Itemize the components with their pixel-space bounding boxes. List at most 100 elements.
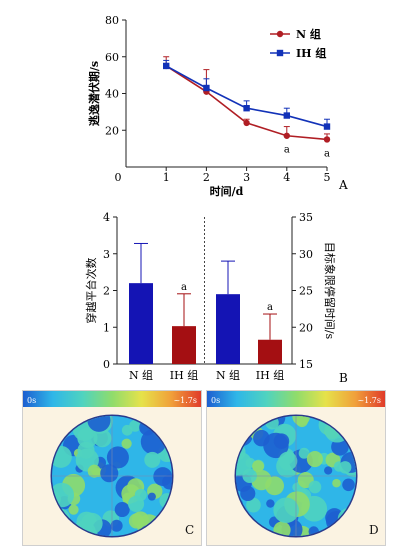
legend-label: N 组	[296, 27, 321, 41]
heat-blob	[340, 416, 356, 428]
heat-blob	[68, 504, 79, 515]
data-point	[323, 136, 331, 143]
right-tick-label: 25	[299, 285, 313, 298]
heat-blob	[110, 519, 123, 532]
bar	[216, 294, 240, 364]
heat-blob	[52, 430, 62, 441]
heat-blob	[308, 480, 322, 494]
heat-blob	[77, 441, 95, 459]
heat-blob	[52, 521, 65, 536]
heat-blob	[100, 464, 119, 483]
heat-blob	[306, 450, 323, 468]
chart-b-axes: 0 1 2 3 4 15 20 25 30 35 穿越平台次数 目标象限停留时间/s	[84, 211, 337, 371]
heat-blob	[273, 497, 299, 524]
x-tick-label: 5	[324, 171, 331, 184]
scale-end-label: ~1.7s	[173, 396, 197, 405]
heat-blob	[273, 433, 290, 449]
heat-blob	[128, 513, 145, 529]
heat-blob	[292, 416, 311, 426]
left-tick-label: 4	[103, 211, 110, 224]
panel-label-b: B	[339, 371, 348, 385]
left-tick-label: 0	[103, 358, 110, 371]
heat-blob	[338, 461, 352, 474]
heat-blob	[147, 492, 156, 501]
data-point	[283, 112, 290, 119]
heatmap-color-scale	[207, 391, 385, 407]
heat-blob	[266, 499, 275, 508]
chart-a-legend: N 组 IH 组 A	[270, 27, 348, 192]
x-axis-title: 时间/d	[210, 184, 244, 198]
panel-label-c: C	[185, 523, 195, 537]
heat-blob	[332, 528, 341, 536]
pool-heatmap	[236, 416, 356, 536]
significance-mark: a	[284, 145, 290, 156]
heat-blob	[252, 460, 265, 473]
heat-blob	[333, 416, 349, 431]
heat-blob	[336, 524, 356, 536]
heat-blob	[324, 417, 350, 443]
heat-blob	[240, 485, 256, 502]
data-point	[163, 62, 170, 70]
bar	[172, 326, 196, 364]
heat-blob	[139, 419, 156, 436]
heat-blob	[121, 438, 132, 449]
x-tick-label: IH 组	[170, 368, 198, 382]
panel-label-a: A	[338, 178, 348, 192]
heat-blob	[342, 478, 355, 492]
heat-blob	[114, 502, 130, 518]
data-point	[323, 123, 331, 130]
heat-blob	[246, 497, 261, 513]
significance-mark: a	[267, 302, 273, 313]
left-tick-label: 2	[103, 285, 110, 298]
x-tick-label: 3	[243, 171, 250, 184]
heat-blob	[121, 424, 133, 436]
x-tick-label: N 组	[129, 368, 153, 382]
heat-blob	[52, 420, 64, 434]
data-point	[243, 119, 250, 127]
pool-heatmap	[52, 416, 172, 536]
right-tick-label: 20	[299, 321, 313, 334]
heat-blob	[278, 451, 298, 471]
heat-blob	[52, 445, 72, 468]
right-tick-label: 30	[299, 248, 313, 261]
data-point	[283, 132, 290, 139]
series-line-2	[165, 65, 328, 128]
right-tick-label: 15	[299, 358, 313, 371]
legend-marker	[276, 49, 284, 57]
heat-blob	[106, 446, 129, 469]
x-tick-label: 2	[203, 171, 210, 184]
right-tick-label: 35	[299, 211, 313, 224]
legend-label: IH 组	[296, 46, 326, 60]
x-tick-label: IH 组	[256, 368, 284, 382]
y-axis-title: 逃逸潜伏期/s	[87, 61, 101, 126]
heat-blob	[337, 507, 356, 532]
data-point	[203, 84, 210, 92]
y-tick-label: 60	[105, 51, 119, 64]
left-tick-label: 3	[103, 248, 110, 261]
y-tick-label: 40	[105, 88, 119, 101]
left-tick-label: 1	[103, 321, 110, 334]
data-point	[243, 105, 250, 112]
scale-start-label: 0s	[27, 396, 36, 405]
chart-a-axes: 20 40 60 80 0 1 2 3 4 5 时间/d 逃逸潜伏期/s	[87, 14, 331, 198]
chart-b-bars: N 组 IH 组 N 组 IH 组 a a B	[129, 242, 348, 385]
scale-start-label: 0s	[211, 396, 220, 405]
heat-blob	[81, 512, 103, 535]
significance-mark: a	[324, 148, 330, 159]
x-tick-label: 1	[163, 171, 170, 184]
heat-blob	[56, 520, 75, 536]
y-tick-label: 20	[105, 124, 119, 137]
heat-blob	[153, 467, 172, 487]
y-tick-label: 80	[105, 14, 119, 27]
heat-blob	[298, 447, 310, 459]
heat-blob	[52, 524, 65, 536]
x-tick-label: N 组	[216, 368, 240, 382]
heat-blob	[87, 464, 101, 478]
significance-mark: a	[181, 282, 187, 293]
heatmap-panel-c: 0s ~1.7s	[22, 390, 202, 546]
heat-blob	[134, 488, 147, 501]
heat-blob	[139, 525, 157, 536]
x-tick-label: 0	[115, 171, 122, 184]
